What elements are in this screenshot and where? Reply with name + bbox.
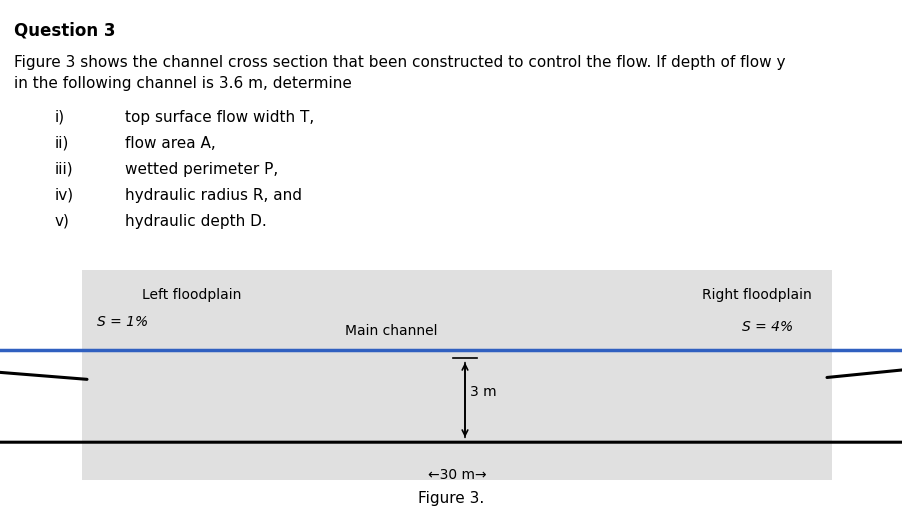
Bar [82,270,832,480]
Text: Question 3: Question 3 [14,22,115,40]
Text: flow area A,: flow area A, [125,136,216,151]
Text: ←30 m→: ←30 m→ [428,468,486,482]
Text: 3 m: 3 m [470,385,497,399]
Text: hydraulic depth D.: hydraulic depth D. [125,214,267,229]
Text: iii): iii) [55,162,74,177]
Text: Figure 3 shows the channel cross section that been constructed to control the fl: Figure 3 shows the channel cross section… [14,55,786,70]
Text: ii): ii) [55,136,69,151]
Text: S = 4%: S = 4% [742,320,793,334]
Text: wetted perimeter P,: wetted perimeter P, [125,162,278,177]
Text: S = 1%: S = 1% [97,315,148,329]
Text: Figure 3.: Figure 3. [418,491,484,506]
Text: Main channel: Main channel [345,324,437,338]
Text: i): i) [55,110,65,125]
Text: Left floodplain: Left floodplain [142,288,242,302]
Text: top surface flow width T,: top surface flow width T, [125,110,314,125]
Text: Right floodplain: Right floodplain [703,288,812,302]
Text: v): v) [55,214,69,229]
Text: in the following channel is 3.6 m, determine: in the following channel is 3.6 m, deter… [14,76,352,91]
Text: hydraulic radius R, and: hydraulic radius R, and [125,188,302,203]
Text: iv): iv) [55,188,74,203]
